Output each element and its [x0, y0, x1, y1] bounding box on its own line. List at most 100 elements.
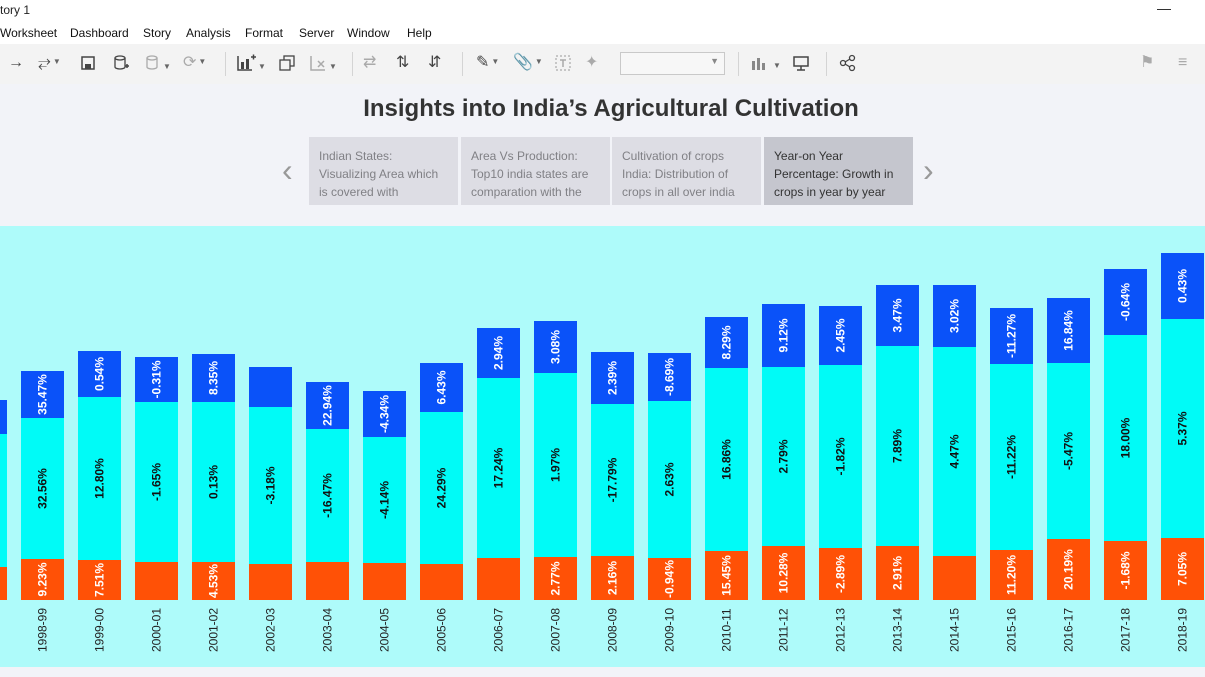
partial-bar-top-segment[interactable]: [0, 400, 7, 434]
bar-middle-segment[interactable]: [306, 429, 349, 562]
bar-top-segment[interactable]: [648, 353, 691, 401]
bar-bottom-segment[interactable]: [990, 550, 1033, 600]
bar-middle-segment[interactable]: [477, 378, 520, 558]
bar-top-segment[interactable]: [876, 285, 919, 346]
bar-middle-segment[interactable]: [534, 373, 577, 557]
bar-middle-segment[interactable]: [990, 364, 1033, 550]
bar-middle-segment[interactable]: [363, 437, 406, 563]
bar-middle-segment[interactable]: [78, 397, 121, 560]
menu-story[interactable]: Story: [143, 26, 172, 40]
menu-analysis[interactable]: Analysis: [186, 26, 231, 40]
bar-bottom-segment[interactable]: [648, 558, 691, 600]
new-data-source-icon[interactable]: [113, 52, 129, 74]
bar-top-segment[interactable]: [933, 285, 976, 347]
bar-bottom-segment[interactable]: [477, 558, 520, 600]
bar-middle-segment[interactable]: [1104, 335, 1147, 541]
menu-server[interactable]: Server: [299, 26, 335, 40]
bar-middle-segment[interactable]: [192, 402, 235, 562]
bar-top-segment[interactable]: [819, 306, 862, 365]
bar-top-segment[interactable]: [990, 308, 1033, 364]
bar-middle-segment[interactable]: [762, 367, 805, 546]
partial-bar-bottom-segment[interactable]: [0, 567, 7, 600]
bar-top-segment[interactable]: [762, 304, 805, 367]
bar-bottom-segment[interactable]: [21, 559, 64, 600]
bar-middle-segment[interactable]: [21, 418, 64, 559]
bar-middle-segment[interactable]: [819, 365, 862, 548]
bar-top-segment[interactable]: [363, 391, 406, 437]
menu-window[interactable]: Window: [347, 26, 390, 40]
bar-top-segment[interactable]: [192, 354, 235, 402]
bar-bottom-segment[interactable]: [306, 562, 349, 600]
redo-icon[interactable]: →: [8, 54, 24, 71]
bar-middle-segment[interactable]: [1047, 363, 1090, 539]
bar-bottom-segment[interactable]: [591, 556, 634, 600]
bar-bottom-segment[interactable]: [819, 548, 862, 600]
save-icon[interactable]: [80, 52, 96, 74]
share-icon[interactable]: [839, 52, 857, 74]
bar-bottom-segment[interactable]: [1161, 538, 1204, 600]
menu-worksheet[interactable]: Worksheet: [0, 26, 58, 40]
bar-bottom-segment[interactable]: [762, 546, 805, 600]
menu-dashboard[interactable]: Dashboard: [70, 26, 129, 40]
bar-bottom-segment[interactable]: [249, 564, 292, 600]
bar-bottom-segment[interactable]: [534, 557, 577, 600]
data-source-options-icon[interactable]: ▼: [145, 52, 171, 74]
presentation-mode-icon[interactable]: [792, 52, 810, 74]
new-worksheet-icon[interactable]: ▼: [236, 52, 266, 74]
bar-middle-segment[interactable]: [1161, 319, 1204, 538]
bar-top-segment[interactable]: [477, 328, 520, 378]
story-point-3[interactable]: Cultivation of crops India: Distribution…: [612, 137, 761, 205]
bar-middle-segment[interactable]: [705, 368, 748, 551]
bar-top-segment[interactable]: [705, 317, 748, 368]
swap-rows-columns-icon[interactable]: ⇄: [363, 54, 377, 71]
story-point-4[interactable]: Year-on Year Percentage: Growth in crops…: [764, 137, 913, 205]
sort-descending-icon[interactable]: ⇵: [428, 54, 442, 71]
pin-icon[interactable]: ✦: [585, 54, 599, 71]
bar-middle-segment[interactable]: [135, 402, 178, 562]
bar-bottom-segment[interactable]: [363, 563, 406, 600]
duplicate-sheet-icon[interactable]: [278, 52, 296, 74]
bar-middle-segment[interactable]: [420, 412, 463, 564]
refresh-icon[interactable]: ⟳ ▼: [183, 54, 207, 71]
highlight-icon[interactable]: ✎ ▼: [476, 54, 500, 71]
menu-format[interactable]: Format: [245, 26, 284, 40]
bar-bottom-segment[interactable]: [135, 562, 178, 600]
bar-top-segment[interactable]: [249, 367, 292, 407]
story-point-1[interactable]: Indian States: Visualizing Area which is…: [309, 137, 458, 205]
chevron-right-icon[interactable]: ›: [923, 152, 934, 188]
bar-middle-segment[interactable]: [591, 404, 634, 556]
bar-bottom-segment[interactable]: [933, 556, 976, 600]
bar-top-segment[interactable]: [135, 357, 178, 402]
bar-middle-segment[interactable]: [876, 346, 919, 546]
bar-top-segment[interactable]: [1104, 269, 1147, 335]
bar-bottom-segment[interactable]: [420, 564, 463, 600]
bar-top-segment[interactable]: [306, 382, 349, 429]
toolbar-dropdown[interactable]: ▼: [620, 52, 725, 75]
partial-bar-middle-segment[interactable]: [0, 434, 7, 567]
bar-middle-segment[interactable]: [249, 407, 292, 564]
bar-top-segment[interactable]: [534, 321, 577, 373]
chevron-left-icon[interactable]: ‹: [282, 152, 293, 188]
bar-top-segment[interactable]: [1161, 253, 1204, 319]
bar-top-segment[interactable]: [21, 371, 64, 418]
replay-icon[interactable]: ⥂ ▼: [38, 54, 61, 71]
bar-top-segment[interactable]: [1047, 298, 1090, 363]
bar-bottom-segment[interactable]: [705, 551, 748, 600]
bar-bottom-segment[interactable]: [1104, 541, 1147, 600]
minimize-button[interactable]: —: [1157, 0, 1171, 16]
text-format-icon[interactable]: ≡: [1178, 54, 1188, 71]
format-painter-icon[interactable]: ⚑: [1140, 54, 1155, 71]
bar-bottom-segment[interactable]: [78, 560, 121, 600]
show-me-icon[interactable]: ▼: [751, 52, 781, 74]
bar-bottom-segment[interactable]: [876, 546, 919, 600]
bar-bottom-segment[interactable]: [192, 562, 235, 600]
labels-icon[interactable]: [554, 52, 572, 74]
bar-top-segment[interactable]: [78, 351, 121, 397]
bar-middle-segment[interactable]: [648, 401, 691, 558]
attach-icon[interactable]: 📎 ▼: [513, 54, 543, 71]
bar-top-segment[interactable]: [591, 352, 634, 404]
sort-ascending-icon[interactable]: ⇅: [396, 54, 410, 71]
menu-help[interactable]: Help: [407, 26, 432, 40]
bar-top-segment[interactable]: [420, 363, 463, 412]
bar-bottom-segment[interactable]: [1047, 539, 1090, 600]
